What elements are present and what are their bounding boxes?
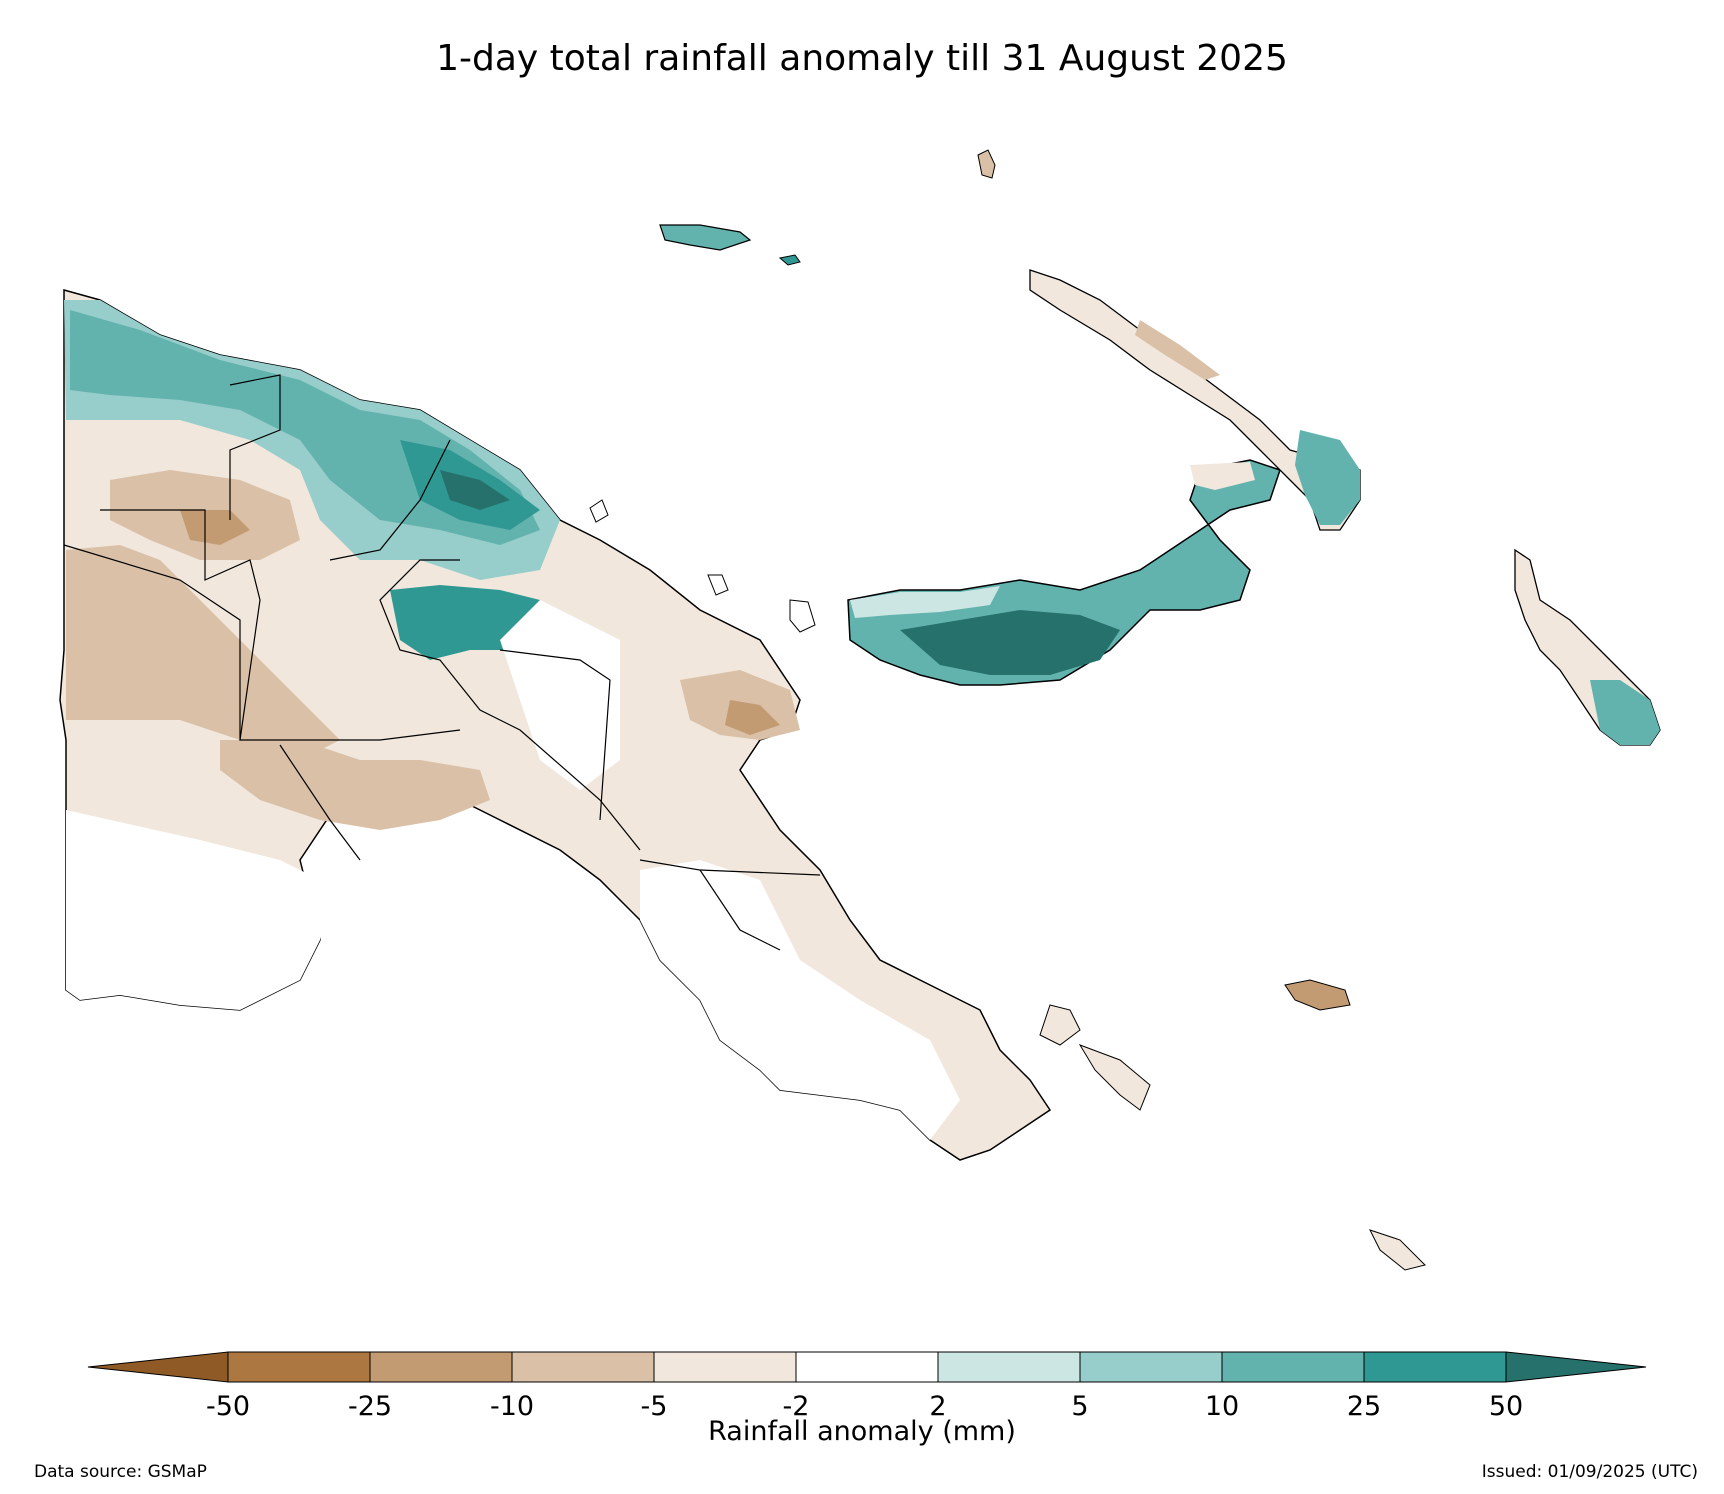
province-boundaries xyxy=(63,374,821,951)
zone-dry-central xyxy=(220,740,490,830)
colorbar-bin-6 xyxy=(937,1351,1081,1383)
colorbar-bin-5 xyxy=(795,1351,939,1383)
tick-label-minus-50: -50 xyxy=(205,1391,251,1422)
colorbar-bin-9 xyxy=(1363,1351,1507,1383)
tick-label-2: 2 xyxy=(929,1391,947,1422)
island-mussau xyxy=(977,149,996,179)
new-britain-light xyxy=(850,586,1000,618)
zone-dry-north-west-core xyxy=(180,510,250,545)
island-fergusson xyxy=(1039,1004,1081,1046)
tick-label-5: 5 xyxy=(1071,1391,1089,1422)
zone-neutral-central xyxy=(500,600,620,790)
new-ireland-dry-core xyxy=(1135,320,1220,380)
manus-outline xyxy=(659,224,752,251)
issued-date-note: Issued: 01/09/2025 (UTC) xyxy=(1481,1462,1698,1482)
tick-label-minus-5: -5 xyxy=(640,1391,668,1422)
island-umboi xyxy=(707,574,729,596)
colorbar-extend-high xyxy=(1505,1351,1647,1383)
colorbar-bin-7 xyxy=(1079,1351,1223,1383)
colorbar-bin-1 xyxy=(227,1351,371,1383)
colorbar-bin-3 xyxy=(511,1351,655,1383)
colorbar-bin-4 xyxy=(653,1351,797,1383)
colorbar-axis-label: Rainfall anomaly (mm) xyxy=(708,1416,1016,1447)
manus-east xyxy=(778,254,801,266)
tick-label-minus-25: -25 xyxy=(347,1391,393,1422)
island-milne-east xyxy=(1284,979,1351,1011)
tick-label-25: 25 xyxy=(1346,1391,1382,1422)
tick-label-50: 50 xyxy=(1488,1391,1524,1422)
tick-label-minus-10: -10 xyxy=(489,1391,535,1422)
island-karkar xyxy=(589,499,609,523)
new-britain-peak xyxy=(900,610,1120,675)
data-source-note: Data source: GSMaP xyxy=(34,1462,207,1482)
bougainville-wet xyxy=(1590,680,1660,745)
colorbar-extend-low xyxy=(87,1351,229,1383)
zone-dry-west xyxy=(66,545,340,760)
new-ireland-wet xyxy=(1295,430,1360,525)
zone-neutral-south-east xyxy=(640,860,960,1140)
island-normanby xyxy=(1078,1044,1151,1111)
colorbar-bin-2 xyxy=(369,1351,513,1383)
map-title: 1-day total rainfall anomaly till 31 Aug… xyxy=(436,38,1288,79)
colorbar-bin-8 xyxy=(1221,1351,1365,1383)
tick-label-minus-2: -2 xyxy=(782,1391,810,1422)
zone-neutral-south-west xyxy=(66,810,320,1010)
island-long xyxy=(789,599,816,633)
island-sudest xyxy=(1369,1229,1426,1271)
zone-dry-east-core xyxy=(725,700,780,735)
new-britain-east-dry xyxy=(1190,462,1255,490)
zone-wet-north-peak xyxy=(440,470,510,510)
tick-label-10: 10 xyxy=(1204,1391,1240,1422)
